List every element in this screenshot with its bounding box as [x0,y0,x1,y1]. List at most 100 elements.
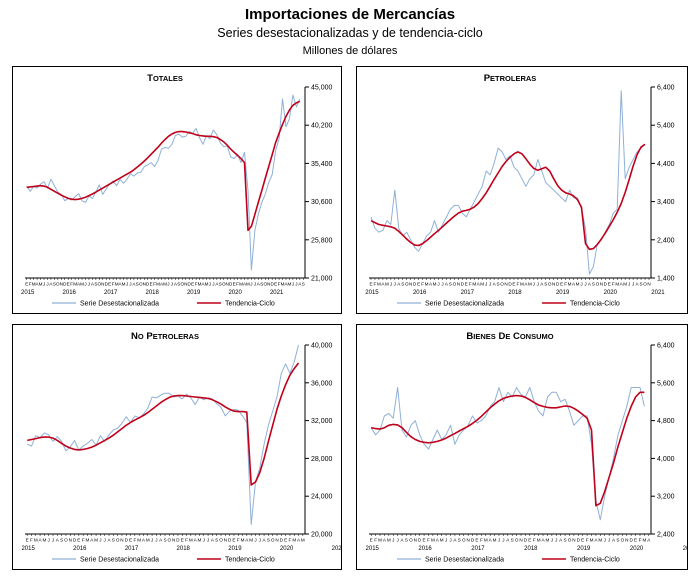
month-tick-label: E [233,282,236,287]
month-tick-label: A [142,538,146,543]
month-tick-label: J [207,538,209,543]
month-tick-label: E [581,538,584,543]
year-label: 2020 [630,546,644,552]
month-tick-label: E [150,282,153,287]
year-label: 2017 [125,546,139,552]
month-tick-label: M [387,538,391,543]
month-tick-label: M [493,538,497,543]
month-tick-label: M [292,538,296,543]
month-tick-label: N [625,538,628,543]
year-label: 2018 [145,290,159,296]
month-tick-label: S [53,282,56,287]
month-tick-label: J [151,538,153,543]
month-tick-label: A [477,282,481,287]
month-tick-label: F [195,282,198,287]
month-tick-label: O [219,538,223,543]
month-tick-label: O [139,282,143,287]
year-label: 2020 [604,290,618,296]
month-tick-label: N [101,282,104,287]
month-tick-label: A [612,538,616,543]
y-tick-label: 32,000 [311,418,333,425]
month-tick-label: M [281,282,285,287]
month-tick-label: N [552,282,555,287]
month-tick-label: E [191,282,194,287]
chart-title: PETROLERAS [484,73,537,84]
month-tick-label: E [608,282,611,287]
month-tick-label: A [506,538,510,543]
month-tick-label: O [500,282,504,287]
month-tick-label: J [394,282,396,287]
month-tick-label: J [390,282,392,287]
month-tick-label: F [153,282,156,287]
month-tick-label: M [86,538,90,543]
y-tick-label: 6,400 [657,343,675,350]
month-tick-label: N [69,538,72,543]
month-tick-label: J [292,282,294,287]
year-label: 2018 [177,546,191,552]
month-tick-label: A [215,282,219,287]
year-label: 2016 [413,290,427,296]
month-tick-label: F [236,282,239,287]
page-subtitle: Series desestacionalizadas y de tendenci… [217,26,483,40]
month-tick-label: A [540,282,544,287]
month-tick-label: A [298,282,302,287]
month-tick-label: S [163,538,166,543]
y-tick-label: 2,400 [657,237,675,244]
trend-cycle-line [26,100,301,232]
month-tick-label: J [604,538,606,543]
month-tick-label: D [577,538,581,543]
year-label: 2016 [63,290,77,296]
month-tick-label: F [278,282,281,287]
month-tick-label: J [396,538,398,543]
month-tick-label: M [440,538,444,543]
chart-petroleras: PETROLERAS 1,400 2,400 3,400 4,400 5,400 6,400… [365,73,675,308]
month-tick-label: E [528,538,531,543]
month-tick-label: D [280,538,284,543]
month-tick-label: F [289,538,292,543]
month-tick-label: A [211,538,215,543]
chart-title: TOTALES [147,73,183,84]
year-label: 2021 [270,290,284,296]
month-tick-label: N [143,282,146,287]
month-tick-label: A [620,282,624,287]
month-tick-label: D [73,538,77,543]
month-tick-label: A [245,538,249,543]
month-tick-label: M [288,282,292,287]
month-tick-label: N [120,538,123,543]
month-tick-label: O [453,282,457,287]
month-tick-label: A [453,538,457,543]
month-tick-label: E [465,282,468,287]
month-tick-label: F [30,538,33,543]
month-tick-label: M [122,282,126,287]
month-tick-label: N [409,282,412,287]
y-tick-label: 3,400 [657,199,675,206]
y-tick-label: 4,800 [657,418,675,425]
month-tick-label: O [409,538,413,543]
month-tick-label: S [215,538,218,543]
year-label: 2017 [461,290,475,296]
month-tick-label: S [497,282,500,287]
year-label: 2021 [683,546,687,552]
month-tick-label: M [528,282,532,287]
month-tick-label: N [466,538,469,543]
month-tick-label: M [249,538,253,543]
month-tick-label: J [580,282,582,287]
month-tick-label: S [260,282,263,287]
chart-panel-totales: TOTALES 21,000 25,800 30,600 35,400 40,200 45,… [12,66,342,314]
month-tick-label: S [177,282,180,287]
legend-label-trend: Tendencia-Ciclo [570,301,620,308]
seasonal-adjusted-line [370,387,645,521]
year-label: 2015 [21,290,35,296]
month-tick-label: S [302,282,305,287]
month-tick-label: M [42,538,46,543]
month-tick-label: E [560,282,563,287]
month-tick-label: E [475,538,478,543]
month-tick-label: O [643,282,647,287]
month-tick-label: S [458,538,461,543]
month-tick-label: D [63,282,67,287]
chart-panel-petroleras: PETROLERAS 1,400 2,400 3,400 4,400 5,400 6,400… [356,66,688,314]
month-tick-label: J [259,538,261,543]
month-tick-label: M [137,538,141,543]
seasonal-adjusted-line [370,90,646,275]
month-tick-label: S [564,538,567,543]
